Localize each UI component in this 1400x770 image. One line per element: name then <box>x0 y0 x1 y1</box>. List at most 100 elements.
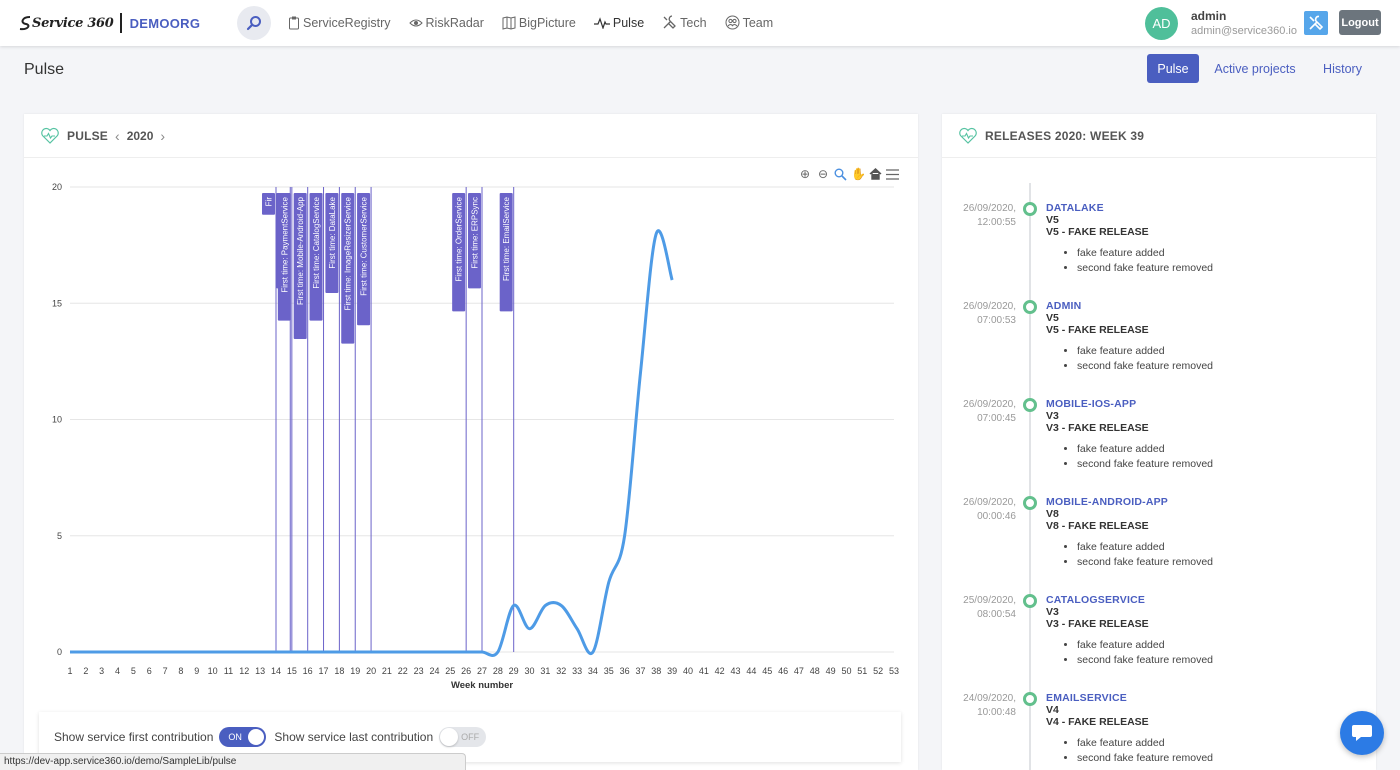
tools-icon <box>663 15 677 29</box>
release-note: fake feature added <box>1077 736 1213 751</box>
y-tick-label: 10 <box>52 415 62 425</box>
zoom-selection-icon[interactable] <box>834 168 847 181</box>
annotation-label: Fir <box>265 197 274 207</box>
logout-button[interactable]: Logout <box>1339 10 1381 35</box>
release-note: second fake feature removed <box>1077 555 1213 570</box>
heart-pulse-icon <box>959 127 977 144</box>
tab-history[interactable]: History <box>1323 61 1362 76</box>
annotation-label-box <box>262 193 275 215</box>
x-tick-label: 25 <box>445 666 455 676</box>
nav-bigpicture[interactable]: BigPicture <box>502 15 576 30</box>
nav-label: RiskRadar <box>425 15 484 30</box>
toggle-last-label: Show service last contribution <box>274 730 434 744</box>
main-menu: ServiceRegistry RiskRadar BigPicture Pul… <box>288 15 791 30</box>
chat-bubble-icon <box>1352 725 1372 741</box>
menu-icon[interactable] <box>886 168 899 180</box>
x-tick-label: 33 <box>572 666 582 676</box>
x-tick-label: 8 <box>178 666 183 676</box>
release-datetime: 24/09/2020, 10:00:48 <box>942 692 1016 720</box>
zoom-in-icon[interactable]: ⊕ <box>799 167 811 181</box>
timeline-dot <box>1023 496 1037 510</box>
chevron-left-icon[interactable]: ‹ <box>115 127 120 144</box>
tab-pulse[interactable]: Pulse <box>1147 54 1199 83</box>
timeline-dot <box>1023 692 1037 706</box>
release-service-link[interactable]: ADMIN <box>1046 300 1082 312</box>
pulse-card-title: PULSE <box>67 128 109 143</box>
nav-tech[interactable]: Tech <box>662 15 707 30</box>
x-tick-label: 22 <box>398 666 408 676</box>
release-datetime: 26/09/2020, 07:00:53 <box>942 300 1016 328</box>
nav-pulse[interactable]: Pulse <box>593 15 644 30</box>
toggle-last-contribution[interactable]: OFF <box>439 727 487 747</box>
release-notes: fake feature addedsecond fake feature re… <box>1046 246 1213 276</box>
page-header: Pulse Pulse Active projects History <box>0 46 1400 92</box>
release-service-link[interactable]: DATALAKE <box>1046 202 1104 214</box>
page-title: Pulse <box>24 61 65 78</box>
releases-card-header: RELEASES 2020: WEEK 39 <box>942 114 1376 158</box>
release-title: V3 - FAKE RELEASE <box>1046 618 1149 630</box>
search-button[interactable] <box>237 6 271 40</box>
zoom-out-icon[interactable]: ⊖ <box>817 167 829 181</box>
timeline-dot <box>1023 202 1037 216</box>
chat-button[interactable] <box>1340 711 1384 755</box>
x-tick-label: 46 <box>778 666 788 676</box>
x-tick-label: 15 <box>287 666 297 676</box>
release-notes: fake feature addedsecond fake feature re… <box>1046 540 1213 570</box>
release-version: V3 <box>1046 606 1059 618</box>
x-tick-label: 47 <box>794 666 804 676</box>
annotation-label: First time: DataLake <box>328 196 337 268</box>
release-title: V5 - FAKE RELEASE <box>1046 324 1149 336</box>
release-note: second fake feature removed <box>1077 359 1213 374</box>
x-tick-label: 21 <box>382 666 392 676</box>
team-icon <box>725 15 740 30</box>
nav-team[interactable]: Team <box>725 15 773 30</box>
release-note: fake feature added <box>1077 442 1213 457</box>
x-tick-label: 12 <box>239 666 249 676</box>
x-tick-label: 31 <box>540 666 550 676</box>
x-tick-label: 40 <box>683 666 693 676</box>
timeline-dot <box>1023 398 1037 412</box>
y-tick-label: 0 <box>57 647 62 657</box>
toggle-first-label: Show service first contribution <box>54 730 214 744</box>
release-date: 24/09/2020, <box>963 693 1016 704</box>
eye-icon <box>408 19 423 26</box>
release-note: fake feature added <box>1077 638 1213 653</box>
annotation-label: First time: ERPSync <box>471 197 480 269</box>
release-service-link[interactable]: EMAILSERVICE <box>1046 692 1127 704</box>
logo[interactable]: Service 360 DEMOORG <box>18 12 200 34</box>
timeline-dot <box>1023 300 1037 314</box>
timeline-line <box>1029 183 1031 770</box>
x-axis-title: Week number <box>451 680 513 691</box>
release-date: 26/09/2020, <box>963 301 1016 312</box>
admin-tools-button[interactable] <box>1304 11 1328 35</box>
map-icon <box>502 15 516 30</box>
year-label: 2020 <box>126 128 154 143</box>
release-datetime: 26/09/2020, 00:00:46 <box>942 496 1016 524</box>
toggle-first-contribution[interactable]: ON <box>219 727 267 747</box>
x-tick-label: 43 <box>731 666 741 676</box>
release-note: fake feature added <box>1077 540 1213 555</box>
release-service-link[interactable]: MOBILE-ANDROID-APP <box>1046 496 1169 508</box>
chevron-right-icon[interactable]: › <box>160 127 166 144</box>
toggle-state: ON <box>228 732 242 742</box>
home-icon[interactable] <box>869 168 882 180</box>
x-tick-label: 20 <box>366 666 376 676</box>
annotation-label-box <box>468 193 481 289</box>
annotation-label-box <box>357 193 371 326</box>
pan-hand-icon[interactable]: ✋ <box>851 167 866 181</box>
avatar[interactable]: AD <box>1145 7 1178 40</box>
nav-serviceregistry[interactable]: ServiceRegistry <box>288 15 391 30</box>
tab-active-projects[interactable]: Active projects <box>1214 61 1296 76</box>
release-service-link[interactable]: MOBILE-IOS-APP <box>1046 398 1137 410</box>
x-tick-label: 2 <box>83 666 88 676</box>
x-tick-label: 37 <box>635 666 645 676</box>
annotation-label: First time: ImageResizerService <box>344 196 353 310</box>
nav-riskradar[interactable]: RiskRadar <box>408 15 484 30</box>
release-service-link[interactable]: CATALOGSERVICE <box>1046 594 1146 606</box>
release-notes: fake feature addedsecond fake feature re… <box>1046 344 1213 374</box>
release-note: second fake feature removed <box>1077 751 1213 766</box>
x-tick-label: 3 <box>99 666 104 676</box>
